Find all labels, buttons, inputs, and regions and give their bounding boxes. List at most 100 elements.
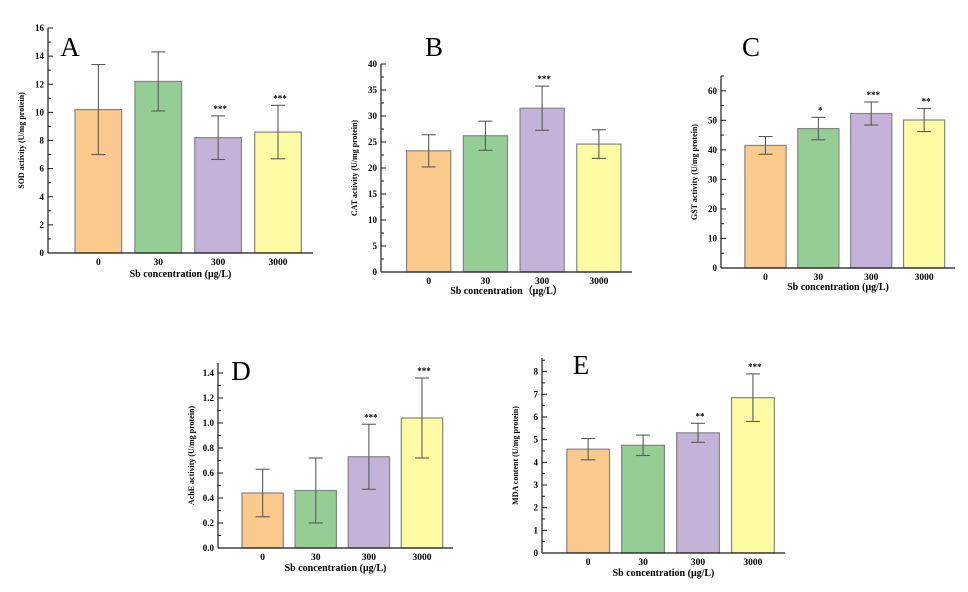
- y-axis-title: CAT activity (U/mg protein): [350, 120, 359, 217]
- bar-3000: [254, 131, 302, 254]
- chart-panel-e: ** *** 0 1 2 3 4 5 6 7 8 0 30 300 3000 Sb concentration…: [503, 338, 835, 590]
- axes: [217, 363, 453, 549]
- error-bar-300: [361, 423, 376, 490]
- y-tick-label: 6: [40, 164, 45, 174]
- y-tick-label: 20: [368, 163, 378, 173]
- error-bar-3000: [591, 129, 606, 159]
- y-tick-label: 8: [534, 367, 539, 377]
- error-bar-3000: [745, 373, 760, 423]
- x-axis-title: Sb concentration (μg/L): [787, 282, 889, 293]
- y-tick-label: 40: [368, 59, 378, 69]
- x-category-label: 300: [864, 273, 879, 283]
- error-bar-0: [421, 134, 436, 168]
- significance-marker: ***: [417, 366, 431, 376]
- x-category-label: 0: [586, 558, 591, 568]
- error-bar-300: [535, 85, 550, 131]
- panel-letter-b: B: [425, 32, 443, 62]
- y-axis-title: MDA content (U/mg protein): [511, 406, 520, 505]
- x-category-label: 0: [260, 553, 265, 563]
- bar-3000: [730, 397, 775, 554]
- x-category-label: 30: [638, 558, 648, 568]
- error-bar-0: [581, 437, 596, 461]
- chart-panel-c: * *** ** 0 10 20 30 40 50 60 0 30 300 3000 Sb concentr…: [653, 18, 965, 310]
- y-tick-label: 20: [708, 204, 718, 214]
- significance-marker: ***: [273, 93, 287, 103]
- x-category-label: 0: [763, 273, 768, 283]
- error-bar-300: [691, 422, 706, 443]
- bar-30: [462, 135, 509, 273]
- y-tick-label: 15: [368, 189, 378, 199]
- x-category-label: 3000: [915, 273, 934, 283]
- bar-0: [566, 448, 611, 554]
- y-tick-label: 30: [368, 111, 378, 121]
- y-tick-label: 0.4: [203, 493, 215, 503]
- x-axis-title: Sb concentration（μg/L）: [450, 284, 563, 297]
- significance-marker: *: [818, 105, 823, 115]
- y-tick-label: 5: [534, 435, 539, 445]
- y-tick-label: 0: [534, 548, 539, 558]
- y-tick-label: 10: [708, 233, 718, 243]
- y-tick-label: 16: [35, 23, 45, 33]
- x-category-label: 0: [426, 277, 431, 287]
- significance-marker: ***: [748, 362, 762, 372]
- y-tick-label: 6: [534, 412, 539, 422]
- x-axis-title: Sb concentration (μg/L): [285, 563, 387, 574]
- bar-3000: [902, 119, 946, 269]
- significance-marker: **: [922, 96, 932, 106]
- bar-300: [850, 112, 893, 269]
- bar-300: [519, 107, 565, 273]
- y-tick-label: 1: [534, 525, 539, 535]
- error-bar-3000: [917, 107, 932, 133]
- error-bar-0: [758, 136, 773, 155]
- error-bar-0: [91, 64, 106, 156]
- axes: [541, 358, 785, 554]
- significance-marker: ***: [537, 74, 551, 84]
- panel-letter-c: C: [742, 32, 760, 62]
- x-category-label: 300: [691, 558, 706, 568]
- y-tick-label: 0: [373, 267, 378, 277]
- y-tick-label: 1.2: [203, 393, 215, 403]
- significance-marker: **: [696, 411, 706, 421]
- y-tick-label: 2: [534, 503, 539, 513]
- error-bar-300: [864, 101, 879, 126]
- bar-0: [406, 150, 452, 273]
- x-category-label: 30: [814, 273, 824, 283]
- y-tick-label: 3: [534, 480, 539, 490]
- y-tick-label: 14: [35, 51, 45, 61]
- panel-letter-e: E: [573, 350, 590, 380]
- bar-3000: [576, 143, 622, 273]
- panel-letter-a: A: [60, 32, 80, 62]
- x-axis-title: Sb concentration (μg/L): [130, 269, 232, 280]
- chart-svg-d: *** *** 0.0 0.2 0.4 0.6 0.8 1.0 1.2 1.4 0 30 300 3000…: [187, 356, 453, 574]
- y-tick-label: 1.0: [203, 418, 215, 428]
- y-axis-title: GST activity (U/mg protein): [690, 124, 699, 220]
- y-tick-label: 25: [368, 137, 378, 147]
- y-tick-label: 0: [713, 263, 718, 273]
- y-tick-label: 8: [40, 136, 45, 146]
- chart-panel-b: *** 0 5 10 15 20 25 30 35 40 0 30 300 3000 Sb concentr…: [338, 18, 665, 310]
- y-axis-title: AchE activity (U/mg protein): [187, 406, 196, 506]
- y-tick-label: 5: [373, 241, 378, 251]
- x-category-label: 300: [362, 553, 377, 563]
- x-category-label: 3000: [743, 558, 762, 568]
- y-axis-title: SOD activity (U/mg protein): [17, 92, 26, 189]
- bar-30: [621, 444, 666, 554]
- error-bar-30: [151, 51, 166, 112]
- chart-svg-b: *** 0 5 10 15 20 25 30 35 40 0 30 300 3000 Sb concentr…: [350, 32, 632, 297]
- axes: [720, 76, 955, 269]
- x-category-label: 30: [153, 258, 163, 268]
- y-tick-label: 30: [708, 174, 718, 184]
- significance-marker: ***: [364, 412, 378, 422]
- y-tick-label: 60: [708, 86, 718, 96]
- bar-0: [744, 144, 787, 269]
- y-tick-label: 35: [368, 85, 378, 95]
- x-category-label: 300: [535, 277, 550, 287]
- x-category-label: 300: [211, 258, 226, 268]
- error-bar-3000: [271, 104, 286, 160]
- chart-panel-d: *** *** 0.0 0.2 0.4 0.6 0.8 1.0 1.2 1.4 0 30 300 3000…: [183, 338, 515, 590]
- y-tick-label: 50: [708, 115, 718, 125]
- y-tick-label: 7: [534, 389, 539, 399]
- panel-letter-d: D: [231, 356, 251, 386]
